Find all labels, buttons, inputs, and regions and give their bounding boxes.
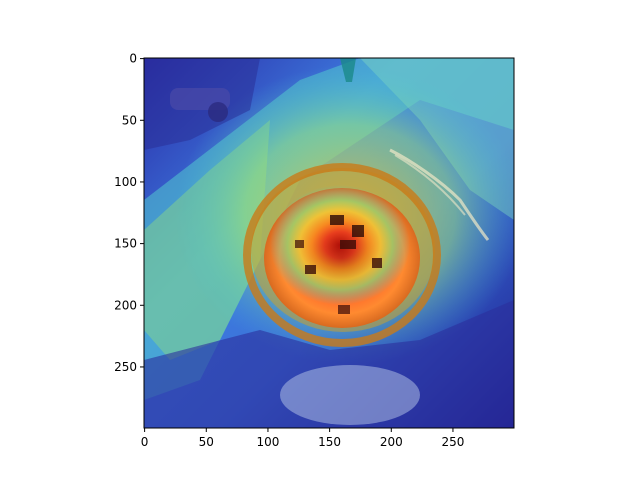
y-tick-label: 50 — [122, 113, 137, 127]
x-tick-label: 0 — [141, 435, 149, 449]
y-tick-label: 100 — [114, 175, 137, 189]
heatmap-image — [144, 58, 514, 428]
y-tick-label: 200 — [114, 298, 137, 312]
y-tick-label: 150 — [114, 237, 137, 251]
x-tick-label: 200 — [380, 435, 403, 449]
y-tick-label: 0 — [129, 52, 137, 66]
x-tick-label: 250 — [441, 435, 464, 449]
x-axis: 0 50 100 150 200 250 — [141, 428, 464, 449]
x-tick-label: 150 — [318, 435, 341, 449]
x-tick-label: 100 — [256, 435, 279, 449]
y-tick-label: 250 — [114, 360, 137, 374]
image-frame — [143, 57, 515, 429]
y-axis: 0 50 100 150 200 250 — [114, 52, 144, 374]
x-tick-label: 50 — [199, 435, 214, 449]
